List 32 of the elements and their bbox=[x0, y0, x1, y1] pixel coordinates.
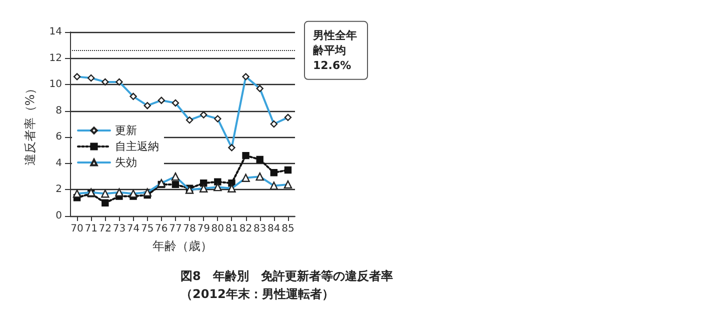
y-tick-label: 6 bbox=[56, 132, 62, 143]
text: （2012年末：男性運転者） bbox=[180, 287, 334, 301]
x-tick-label: 85 bbox=[282, 224, 294, 234]
x-tick-label: 71 bbox=[84, 224, 98, 234]
y-tick-label: 2 bbox=[56, 184, 62, 196]
y-tick-label: 10 bbox=[49, 79, 62, 90]
y-axis-title: 違反者率（%） bbox=[23, 82, 37, 166]
text: 図8 年齢別 免許更新者等の違反者率 bbox=[180, 269, 393, 283]
x-tick-label: 78 bbox=[183, 224, 196, 234]
y-tick-label: 4 bbox=[56, 158, 62, 169]
y-tick-label: 14 bbox=[49, 26, 62, 38]
x-tick-label: 82 bbox=[239, 224, 252, 234]
x-tick-label: 80 bbox=[211, 224, 224, 234]
legend-label: 失効 bbox=[115, 156, 137, 169]
y-tick-label: 0 bbox=[56, 210, 62, 222]
x-axis-title: 年齢（歳） bbox=[152, 239, 212, 253]
y-tick-label: 8 bbox=[56, 105, 62, 116]
x-tick-label: 70 bbox=[70, 224, 84, 234]
x-tick-label: 79 bbox=[197, 224, 210, 234]
legend-label: 更新 bbox=[115, 124, 137, 137]
x-tick-label: 75 bbox=[140, 224, 154, 234]
x-tick-label: 84 bbox=[268, 224, 280, 234]
x-tick-label: 74 bbox=[126, 224, 140, 234]
x-tick-label: 72 bbox=[98, 224, 112, 234]
x-tick-label: 83 bbox=[253, 224, 266, 234]
ref-line-label: 男性全年齢平均12.6% bbox=[312, 28, 357, 72]
x-tick-label: 76 bbox=[155, 224, 168, 234]
x-tick-label: 73 bbox=[112, 224, 126, 234]
y-tick-label: 12 bbox=[49, 52, 62, 64]
x-tick-label: 77 bbox=[169, 224, 182, 234]
x-tick-label: 81 bbox=[225, 224, 238, 234]
legend-label: 自主返納 bbox=[115, 140, 159, 153]
